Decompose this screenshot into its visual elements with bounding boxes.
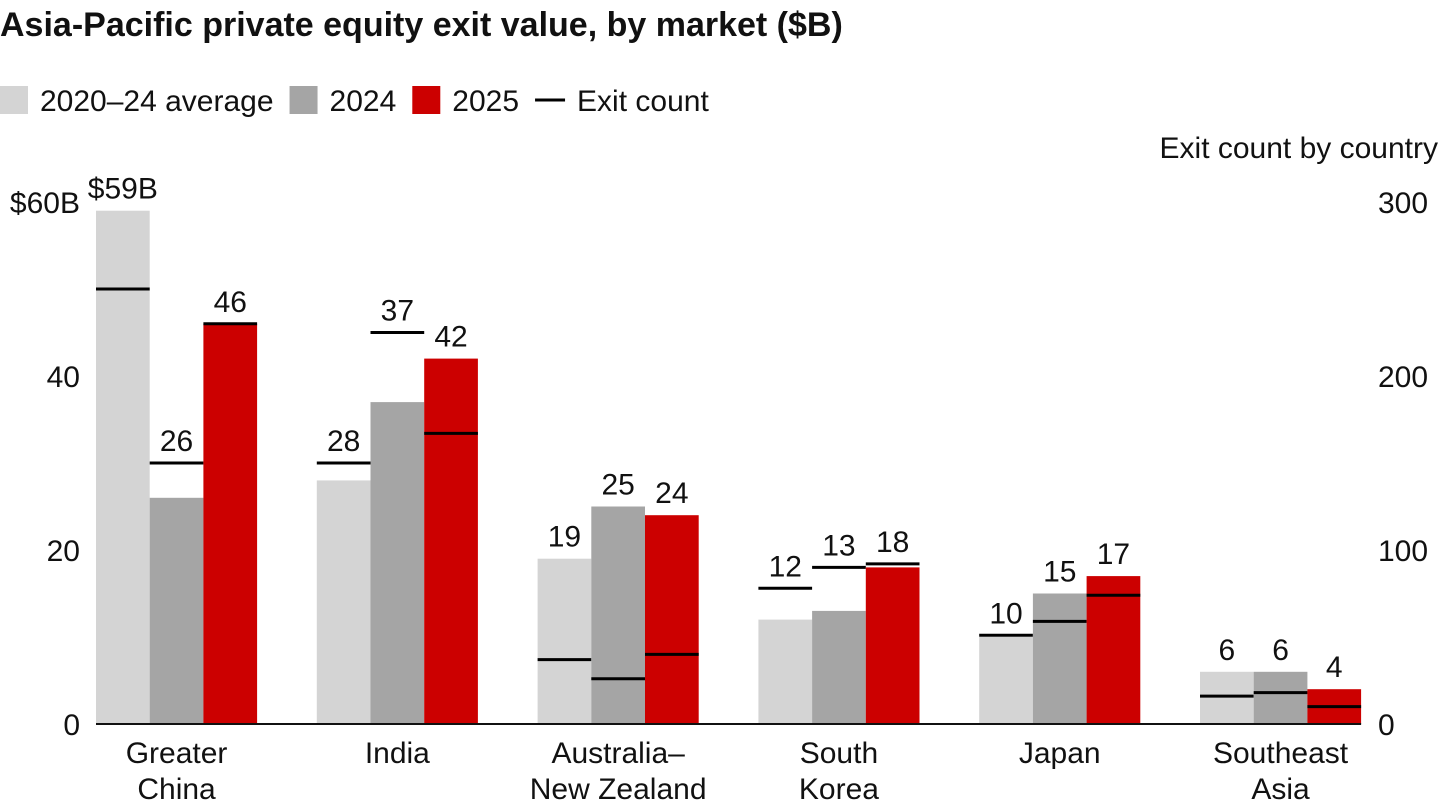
value-label: 12 [769, 550, 802, 583]
bar [316, 480, 371, 724]
legend-label: 2024 [330, 85, 397, 118]
x-tick-label: South Korea [798, 737, 879, 806]
bar [591, 506, 645, 724]
bar [1086, 576, 1141, 724]
y-tick-label: 20 [47, 535, 80, 568]
legend-swatch [289, 86, 318, 114]
value-label: 6 [1219, 634, 1236, 667]
value-label: 46 [214, 286, 247, 319]
y2-tick-label: 100 [1378, 535, 1428, 568]
value-label: 42 [434, 321, 467, 354]
x-tick-label: Greater China [125, 737, 228, 806]
value-label: 10 [989, 597, 1022, 630]
y2-tick-label: 300 [1378, 187, 1428, 220]
value-label: 24 [655, 477, 688, 510]
bar [979, 637, 1033, 724]
value-label: 6 [1272, 634, 1289, 667]
legend-swatch [412, 86, 441, 114]
bar [865, 567, 920, 724]
bar [96, 210, 150, 724]
value-label: 15 [1043, 556, 1076, 589]
bar [758, 619, 813, 724]
legend-label: 2025 [452, 85, 519, 118]
value-label: 4 [1326, 651, 1343, 684]
y2-tick-label: 0 [1378, 709, 1395, 742]
value-label: 19 [548, 521, 581, 554]
bar [537, 558, 592, 724]
x-tick-label: India [364, 737, 430, 770]
x-tick-label: Japan [1018, 737, 1101, 770]
legend-label: Exit count [577, 85, 709, 118]
bar [1032, 593, 1087, 724]
y-tick-label: 40 [47, 361, 80, 394]
y2-axis-label: Exit count by country [1160, 132, 1438, 165]
value-label: 28 [327, 425, 360, 458]
bar [149, 497, 204, 724]
legend-swatch [0, 86, 28, 114]
bar [370, 402, 425, 724]
legend-label: 2020–24 average [40, 85, 274, 118]
y2-tick-label: 200 [1378, 361, 1428, 394]
y-tick-label: 0 [63, 709, 80, 742]
value-label: 37 [381, 295, 414, 328]
bar [1253, 671, 1308, 724]
chart-title: Asia-Pacific private equity exit value, … [0, 6, 843, 44]
bar [203, 323, 258, 724]
value-label: 26 [160, 425, 193, 458]
value-label: 18 [876, 526, 909, 559]
value-label: $59B [88, 173, 158, 206]
value-label: 13 [822, 529, 855, 562]
value-label: 17 [1097, 538, 1130, 571]
bar [1200, 671, 1254, 724]
y-tick-label: $60B [10, 187, 80, 220]
value-label: 25 [601, 469, 634, 502]
x-tick-label: Australia– New Zealand [529, 737, 707, 806]
x-tick-label: Southeast Asia [1212, 737, 1349, 806]
bar [424, 358, 478, 724]
bar [645, 515, 699, 724]
bar [812, 610, 866, 724]
